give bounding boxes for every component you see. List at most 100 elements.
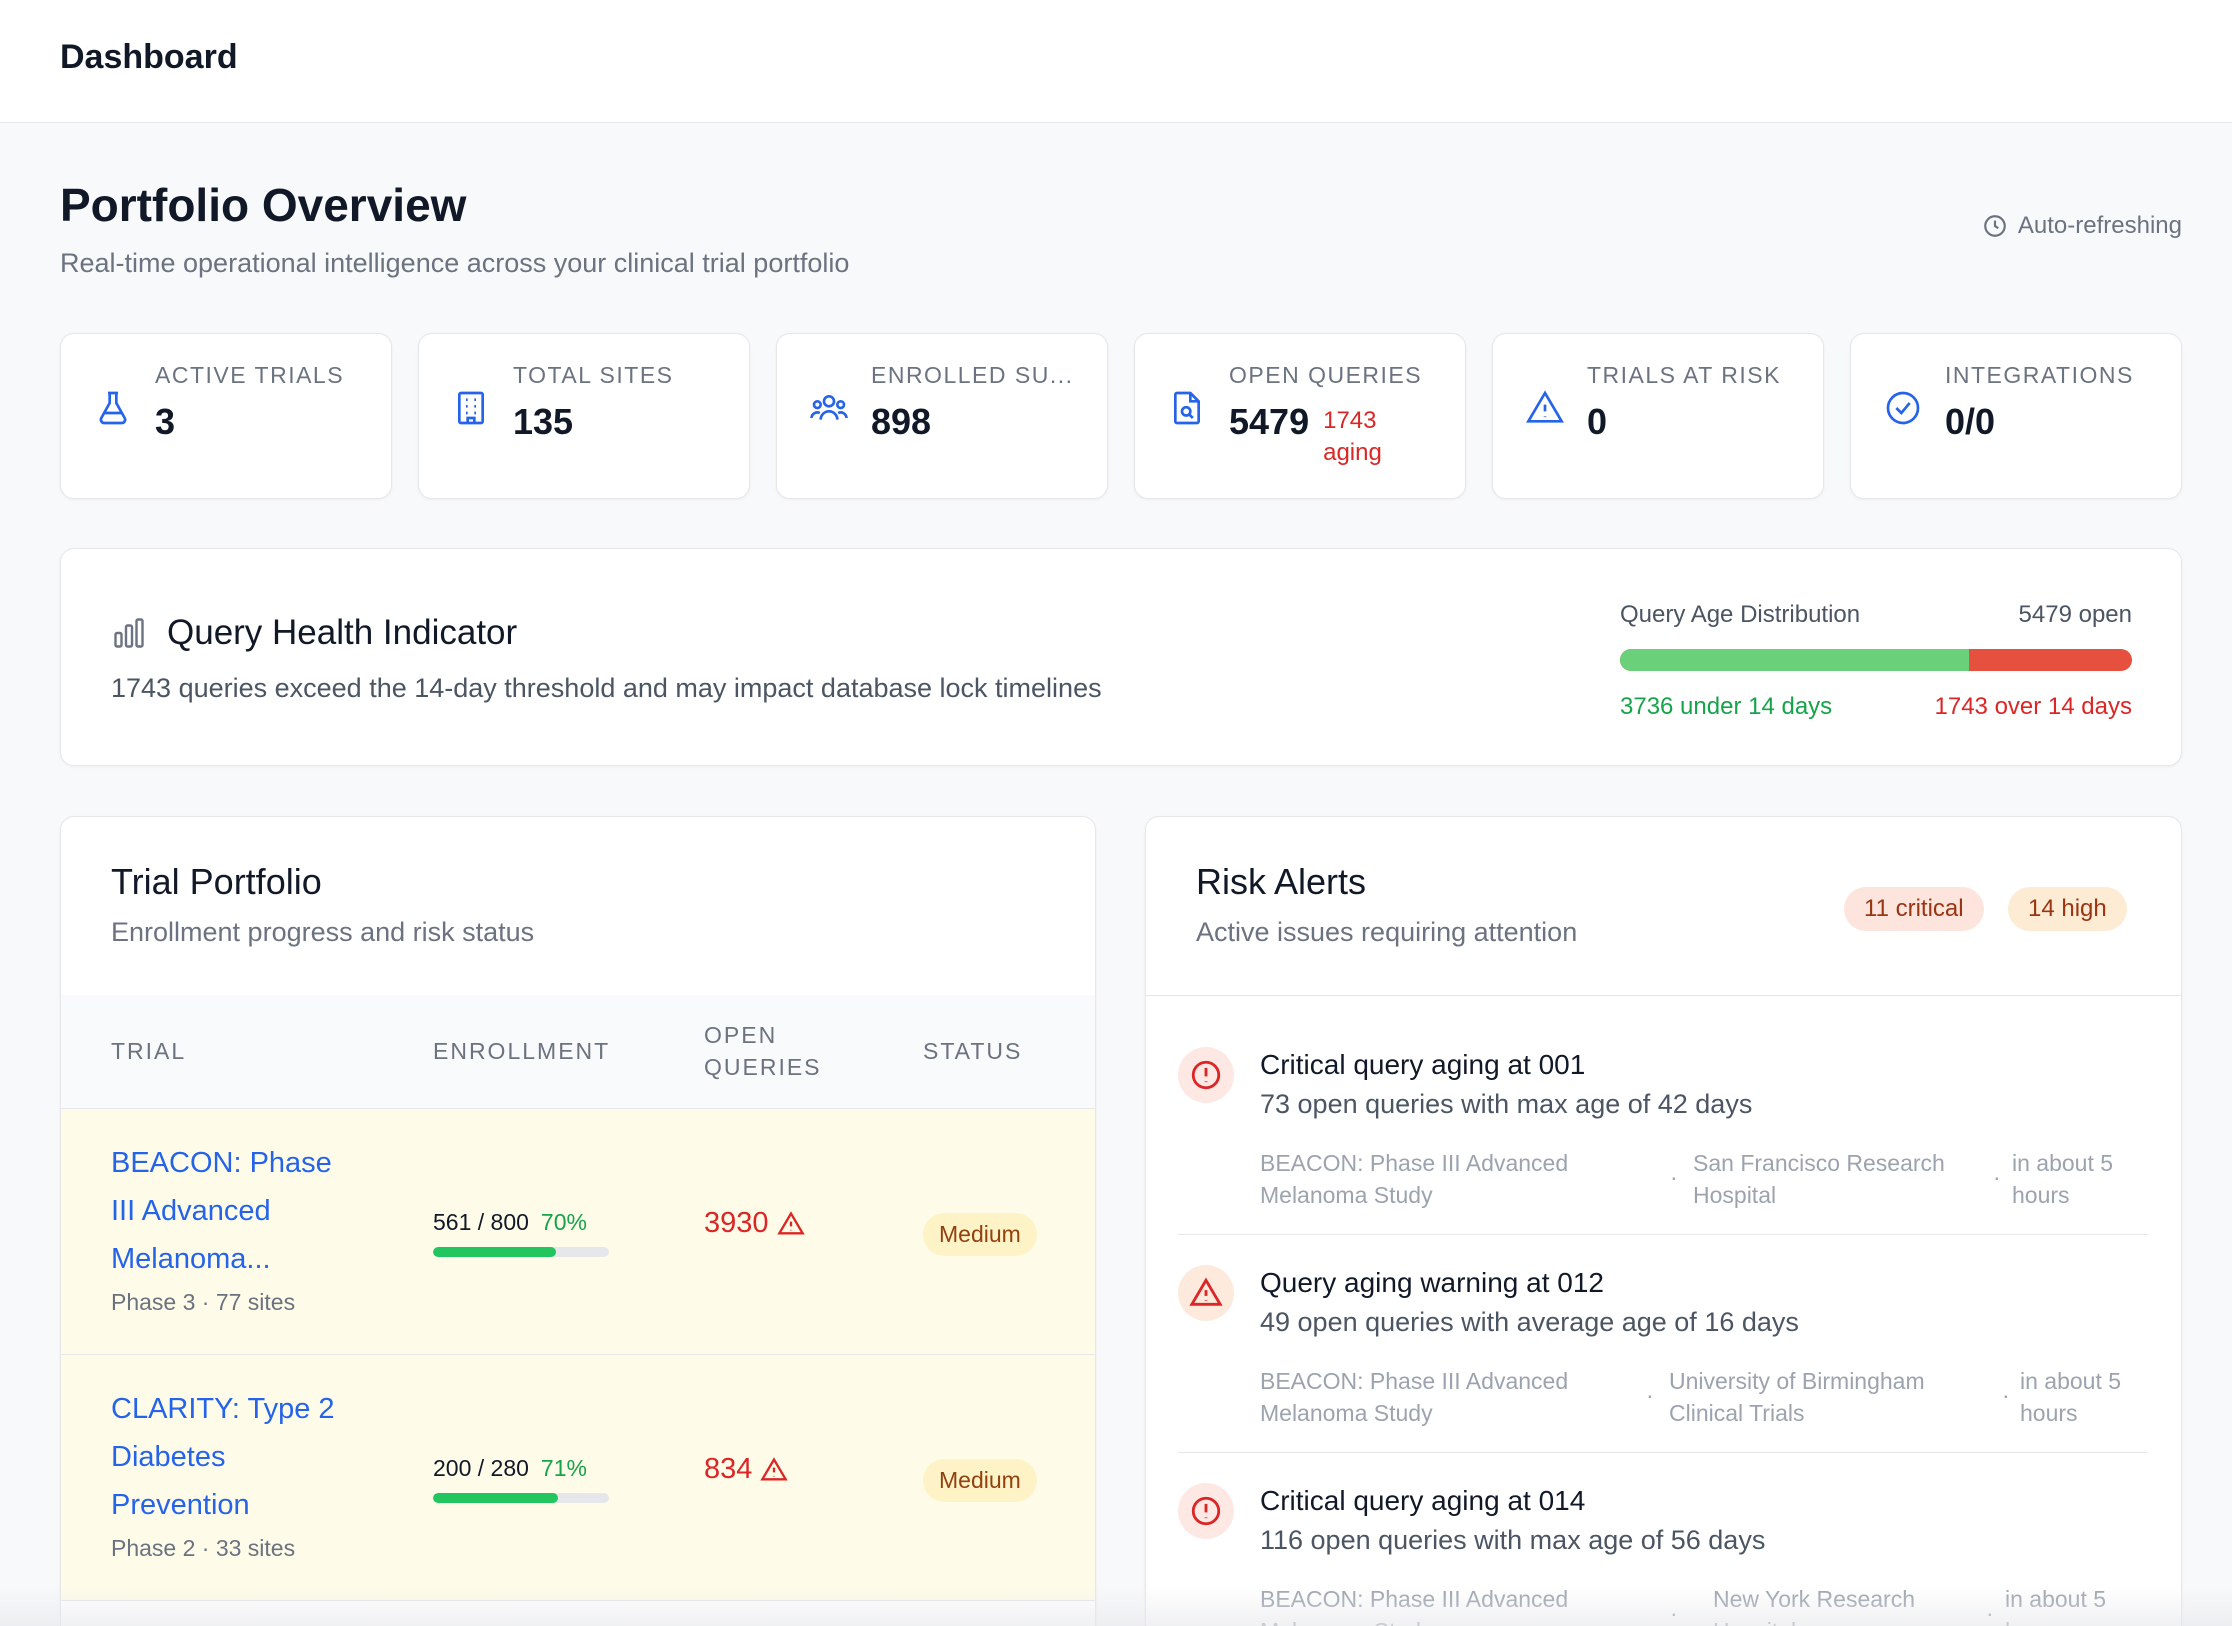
warning-icon xyxy=(1526,390,1564,423)
alert-time: in about 5 hours xyxy=(2005,1586,2107,1626)
over-threshold-label: 1743 over 14 days xyxy=(1934,693,2132,720)
alert-trial: BEACON: Phase III Advanced Melanoma Stud… xyxy=(1260,1150,1569,1208)
alert-title: Critical query aging at 014 xyxy=(1260,1485,1586,1516)
separator-dot: · xyxy=(1646,1382,1654,1408)
alert-trial: BEACON: Phase III Advanced Melanoma Stud… xyxy=(1260,1586,1569,1626)
table-row[interactable]: CLARITY: Type 2 Diabetes Prevention Phas… xyxy=(61,1355,1095,1601)
stat-value: 5479 xyxy=(1229,401,1310,442)
stat-card-trials-at-risk[interactable]: TRIALS AT RISK 0 xyxy=(1492,333,1824,499)
trial-portfolio-panel: Trial Portfolio Enrollment progress and … xyxy=(60,816,1096,1626)
alert-description: 116 open queries with max age of 56 days xyxy=(1260,1525,1766,1555)
risk-alerts-panel: Risk Alerts Active issues requiring atte… xyxy=(1145,816,2182,1626)
column-header-enrollment[interactable]: ENROLLMENT xyxy=(433,1038,611,1064)
enrollment-count: 561 / 800 xyxy=(433,1209,529,1235)
under-threshold-label: 3736 under 14 days xyxy=(1620,693,1833,720)
query-health-card: Query Health Indicator 1743 queries exce… xyxy=(60,548,2182,766)
stat-label: TOTAL SITES xyxy=(513,362,674,388)
open-queries-value: 834 xyxy=(704,1453,789,1486)
clock-icon xyxy=(1984,215,2006,237)
alert-time: in about 5 hours xyxy=(2012,1150,2114,1208)
alert-circle-icon xyxy=(1178,1047,1234,1103)
stat-label: OPEN QUERIES xyxy=(1229,362,1423,388)
enrollment-count: 200 / 280 xyxy=(433,1455,529,1481)
stat-card-open-queries[interactable]: OPEN QUERIES 5479 1743 aging xyxy=(1134,333,1466,499)
alert-site: University of Birmingham Clinical Trials xyxy=(1669,1368,1925,1426)
file-search-icon xyxy=(1174,391,1200,425)
health-title: Query Health Indicator xyxy=(167,613,518,652)
alerts-title: Risk Alerts xyxy=(1196,861,1367,902)
open-queries-count: 834 xyxy=(704,1453,753,1485)
alert-item[interactable]: Query aging warning at 012 49 open queri… xyxy=(1178,1235,2148,1453)
enrollment-percent: 70% xyxy=(540,1209,587,1235)
separator-dot: · xyxy=(1670,1164,1678,1190)
column-header-open-queries[interactable]: OPEN QUERIES xyxy=(704,1022,822,1080)
stat-value: 0/0 xyxy=(1945,401,1996,442)
alerts-subtitle: Active issues requiring attention xyxy=(1196,917,1578,947)
table-header: TRIAL ENROLLMENT OPEN QUERIES STATUS xyxy=(61,995,1095,1109)
auto-refresh-indicator: Auto-refreshing xyxy=(1982,212,2182,240)
page-title: Portfolio Overview xyxy=(60,179,467,231)
alert-trial: BEACON: Phase III Advanced Melanoma Stud… xyxy=(1260,1368,1569,1426)
distribution-under-fill xyxy=(1620,649,1970,671)
trial-meta: Phase 3 · 77 sites xyxy=(111,1289,296,1315)
stat-label: ACTIVE TRIALS xyxy=(155,362,345,388)
warning-icon xyxy=(760,1456,789,1480)
stat-card-integrations[interactable]: INTEGRATIONS 0/0 xyxy=(1850,333,2182,499)
alert-item[interactable]: Critical query aging at 014 116 open que… xyxy=(1178,1453,2148,1626)
enrollment-value: 561 / 800 70% xyxy=(433,1209,587,1236)
alert-item[interactable]: Critical query aging at 001 73 open quer… xyxy=(1178,1017,2148,1235)
critical-count-badge[interactable]: 11 critical xyxy=(1844,887,1984,931)
enrollment-progress-bar xyxy=(433,1493,609,1503)
open-queries-value: 3930 xyxy=(704,1207,805,1240)
open-count: 5479 open xyxy=(2018,601,2132,628)
divider xyxy=(1146,995,2181,996)
enrollment-value: 200 / 280 71% xyxy=(433,1455,587,1482)
alert-triangle-icon xyxy=(1178,1265,1234,1321)
separator-dot: · xyxy=(2002,1382,2010,1408)
alert-circle-icon xyxy=(1178,1483,1234,1539)
warning-icon xyxy=(776,1210,805,1234)
building-icon xyxy=(458,391,484,425)
column-header-status[interactable]: STATUS xyxy=(923,1038,1023,1064)
query-age-distribution: Query Age Distribution 5479 open 3736 un… xyxy=(1620,601,2132,721)
high-count-badge[interactable]: 14 high xyxy=(2008,887,2127,931)
distribution-bar xyxy=(1620,649,2132,671)
stat-value: 898 xyxy=(871,401,932,442)
alert-site: New York Research Hospital xyxy=(1713,1586,1915,1626)
alert-title: Query aging warning at 012 xyxy=(1260,1267,1604,1298)
stat-label: ENROLLED SU... xyxy=(871,362,1074,388)
stat-card-active-trials[interactable]: ACTIVE TRIALS 3 xyxy=(60,333,392,499)
bar-chart-icon xyxy=(114,618,144,648)
trial-meta: Phase 2 · 33 sites xyxy=(111,1535,296,1561)
alert-description: 49 open queries with average age of 16 d… xyxy=(1260,1307,1799,1337)
stat-label: TRIALS AT RISK xyxy=(1587,362,1781,388)
aging-count: 1743 aging xyxy=(1323,407,1382,466)
stat-value: 3 xyxy=(155,401,176,442)
status-badge: Medium xyxy=(923,1213,1037,1256)
alert-title: Critical query aging at 001 xyxy=(1260,1049,1586,1080)
auto-refresh-label: Auto-refreshing xyxy=(2017,212,2182,239)
portfolio-title: Trial Portfolio xyxy=(111,861,322,902)
column-header-trial[interactable]: TRIAL xyxy=(111,1038,187,1064)
stat-card-enrolled-subjects[interactable]: ENROLLED SU... 898 xyxy=(776,333,1108,499)
separator-dot: · xyxy=(1993,1164,2001,1190)
stats-row: ACTIVE TRIALS 3 TOTAL SITES 135 ENROLLED… xyxy=(60,333,2182,499)
stat-value: 0 xyxy=(1587,401,1608,442)
alert-time: in about 5 hours xyxy=(2020,1368,2122,1426)
table-row[interactable]: BEACON: Phase III Advanced Melanoma... P… xyxy=(61,1109,1095,1355)
separator-dot: · xyxy=(1986,1600,1994,1626)
alert-description: 73 open queries with max age of 42 days xyxy=(1260,1089,1753,1119)
stat-label: INTEGRATIONS xyxy=(1945,362,2134,388)
enrollment-percent: 71% xyxy=(540,1455,587,1481)
enrollment-progress-bar xyxy=(433,1247,609,1257)
enrollment-progress-fill xyxy=(433,1247,557,1257)
stat-card-total-sites[interactable]: TOTAL SITES 135 xyxy=(418,333,750,499)
app-title: Dashboard xyxy=(60,38,238,76)
trial-name-link[interactable]: CLARITY: Type 2 Diabetes Prevention xyxy=(111,1393,335,1521)
portfolio-subtitle: Enrollment progress and risk status xyxy=(111,917,535,947)
page-subtitle: Real-time operational intelligence acros… xyxy=(60,248,850,278)
top-bar: Dashboard xyxy=(0,0,2232,123)
trial-name-link[interactable]: BEACON: Phase III Advanced Melanoma... xyxy=(111,1147,332,1275)
distribution-label: Query Age Distribution xyxy=(1620,601,1861,628)
flask-icon xyxy=(99,391,127,425)
